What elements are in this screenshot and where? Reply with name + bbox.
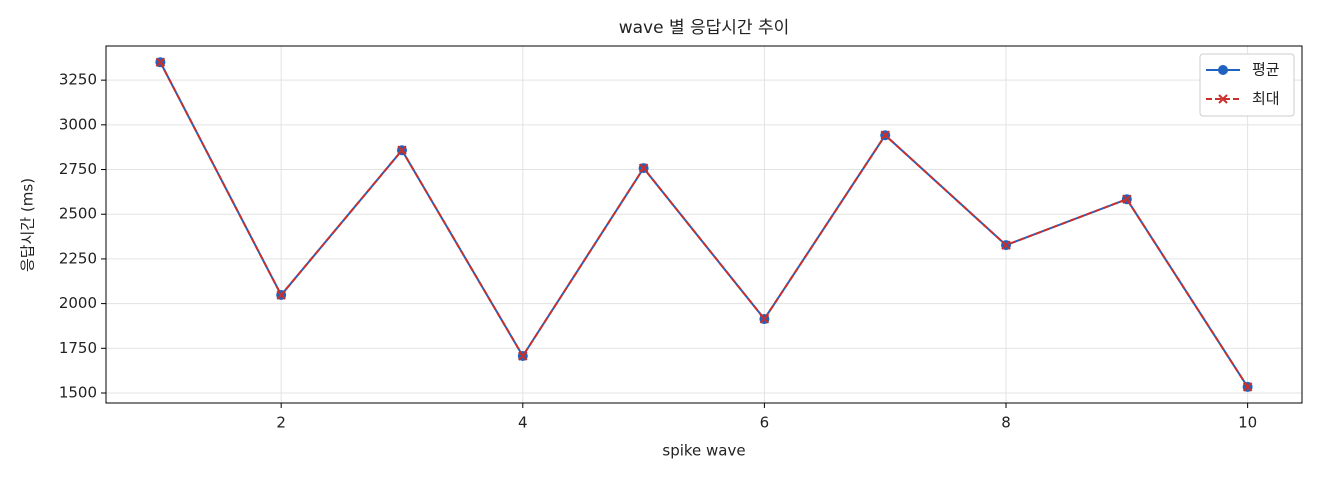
series-line <box>159 61 1249 388</box>
y-tick-label: 1750 <box>59 339 97 357</box>
y-tick-label: 3250 <box>59 71 97 89</box>
y-tick-label: 3000 <box>59 115 97 133</box>
x-axis-label: spike wave <box>662 442 745 460</box>
y-tick-label: 2500 <box>59 205 97 223</box>
chart-title: wave 별 응답시간 추이 <box>619 18 790 38</box>
marker <box>1242 382 1253 392</box>
marker <box>638 163 649 173</box>
plot-frame <box>105 45 1303 404</box>
marker <box>518 351 528 361</box>
marker <box>276 290 286 300</box>
series-line <box>159 61 1249 388</box>
x-tick-label: 6 <box>760 414 770 432</box>
marker <box>880 130 890 140</box>
y-tick-label: 2250 <box>59 249 97 267</box>
marker <box>759 314 770 324</box>
marker <box>1122 194 1132 204</box>
y-tick-label: 2750 <box>59 160 97 178</box>
legend-box <box>1199 53 1295 117</box>
marker <box>155 57 166 67</box>
legend-label: 평균 <box>1252 61 1280 79</box>
legend-label: 최대 <box>1252 90 1280 108</box>
x-tick-label: 2 <box>276 414 286 432</box>
y-tick-label: 2000 <box>59 294 97 312</box>
y-axis-label: 응답시간 (ms) <box>19 178 37 272</box>
legend-marker <box>1218 65 1228 75</box>
y-tick-label: 1500 <box>59 383 97 401</box>
marker <box>1001 240 1011 250</box>
marker <box>397 145 407 155</box>
x-tick-label: 8 <box>1001 414 1011 432</box>
legend-marker <box>1218 94 1228 104</box>
x-tick-label: 4 <box>518 414 528 432</box>
x-tick-label: 10 <box>1238 414 1257 432</box>
